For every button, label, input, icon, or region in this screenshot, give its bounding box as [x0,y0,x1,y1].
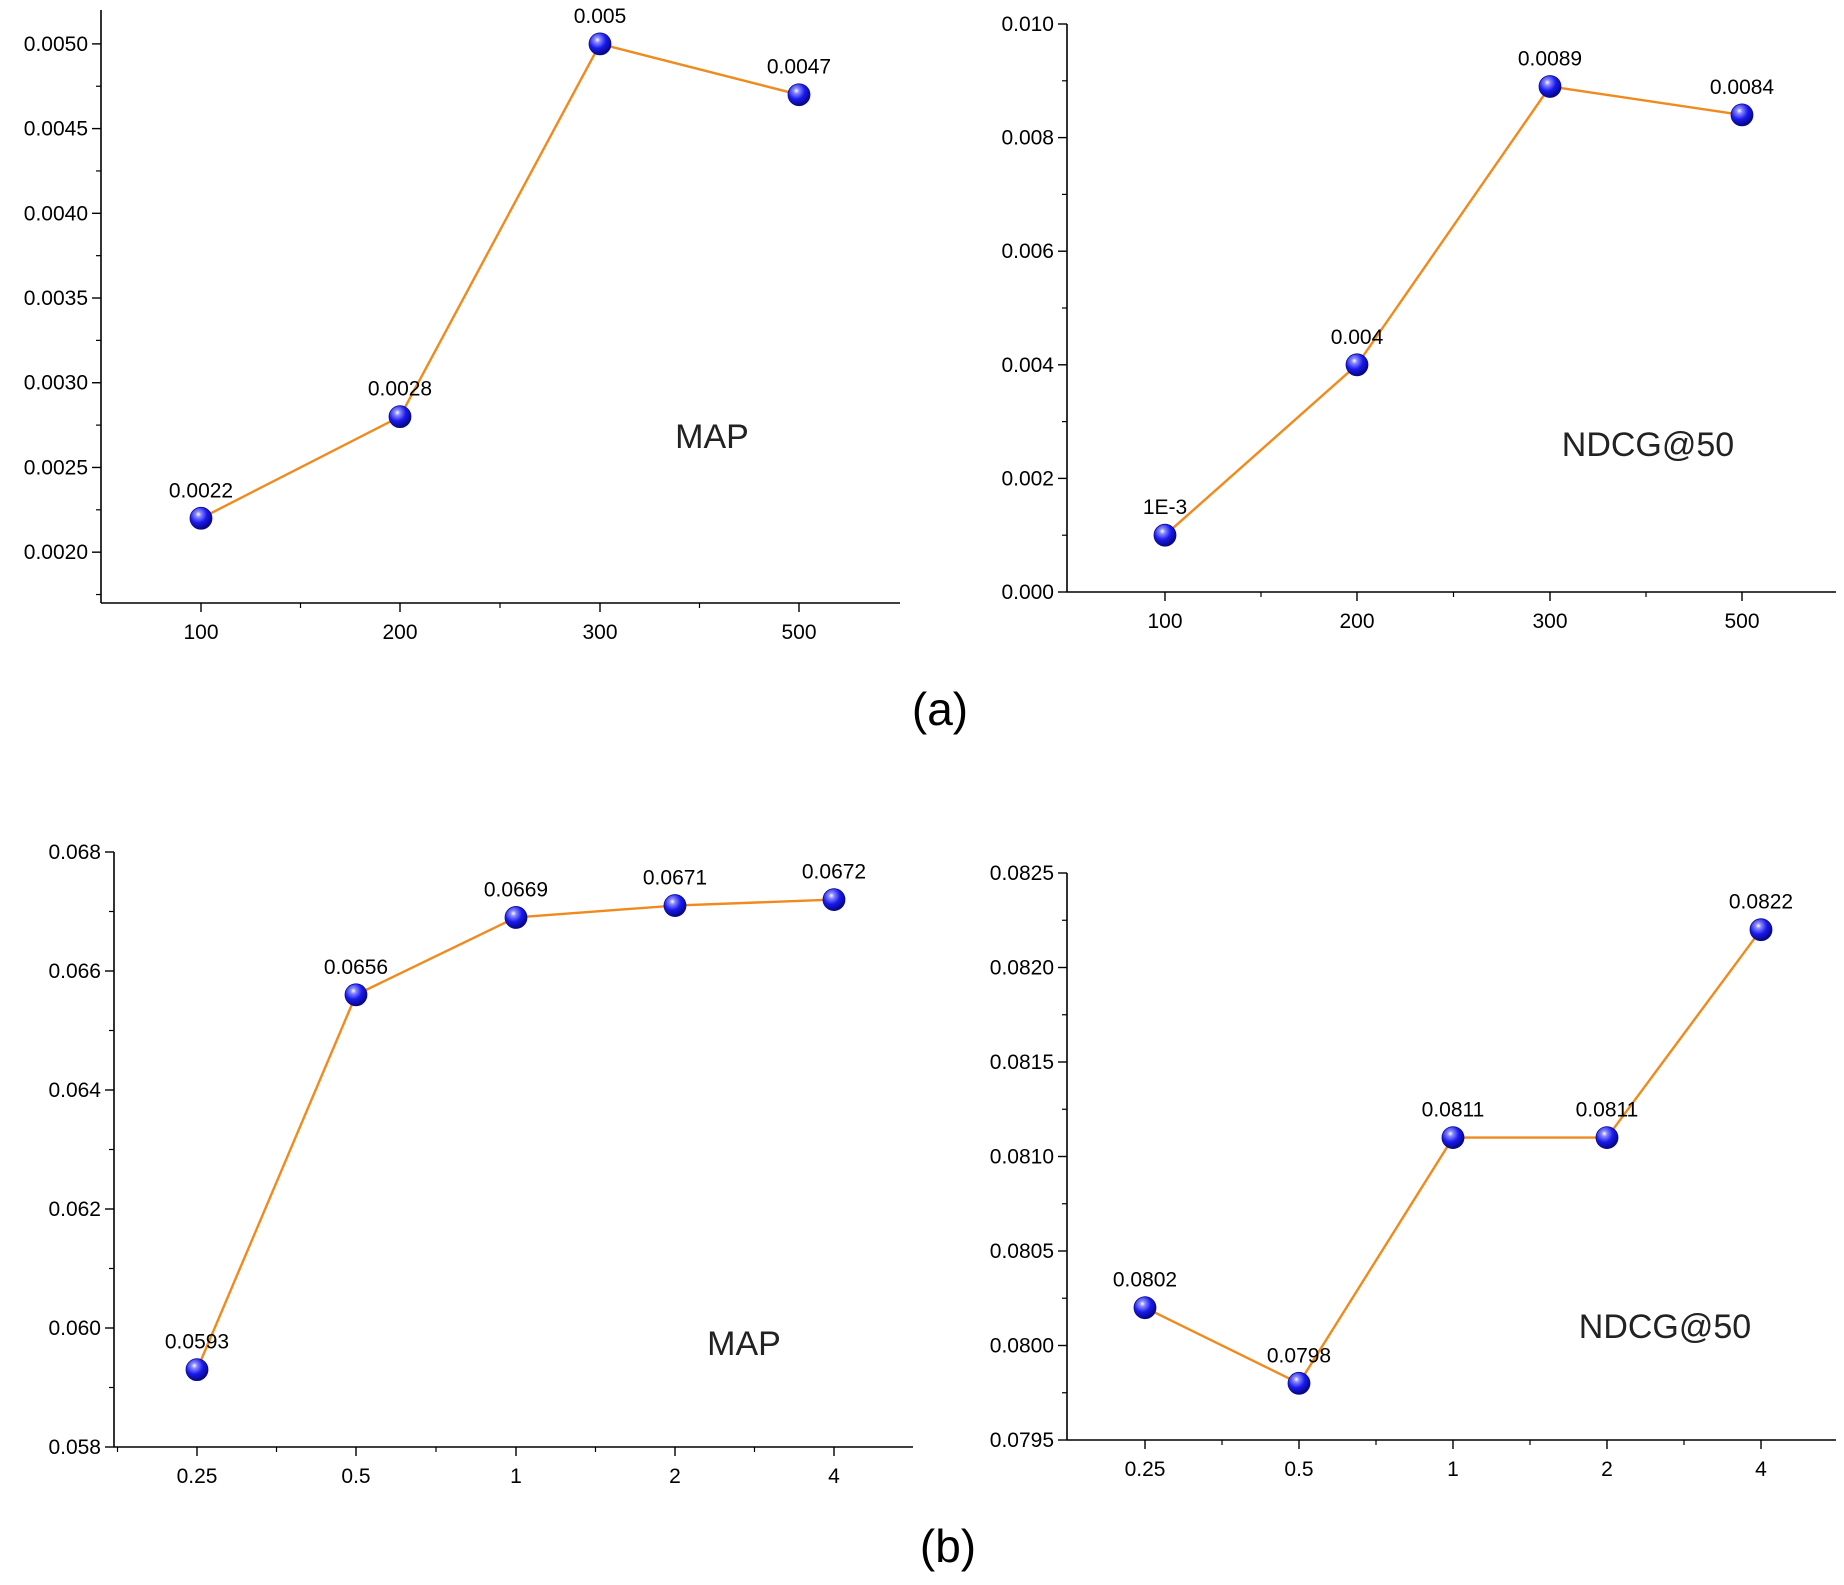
series-line [200,42,800,520]
data-label: 0.004 [1331,326,1384,349]
y-tick-label: 0.0025 [24,456,88,479]
chart-1: 0.0020 0.0025 0.0030 0.0035 0.0040 0.0045 0.00… [24,5,900,644]
metric-annotation: MAP [707,1325,781,1363]
y-tick-label: 0.064 [48,1079,101,1102]
y-tick-label: 0.060 [48,1317,101,1340]
y-tick-label: 0.0825 [990,862,1054,885]
y-tick-label: 0.068 [48,841,101,864]
chart-2: 0.000 0.002 0.004 0.006 0.008 0.010 100 200 300 5… [1001,13,1836,633]
y-tick-label: 0.0800 [990,1335,1054,1358]
y-tick-label: 0.0020 [24,541,88,564]
x-tick-label: 200 [382,621,417,644]
x-tick-label: 2 [1601,1458,1613,1481]
data-point [1595,1126,1619,1149]
panel-label-a: (a) [912,683,968,735]
chart-3: 0.058 0.060 0.062 0.064 0.066 0.068 0.25 0.5 1 2 4… [48,841,913,1488]
data-point [787,83,811,107]
y-tick-label: 0.002 [1001,467,1054,490]
data-point [189,506,213,530]
x-tick-label: 300 [1532,610,1567,633]
data-point [504,906,528,929]
data-label: 0.0089 [1518,47,1582,70]
series-line [1164,85,1743,537]
y-tick-label: 0.0035 [24,287,88,310]
x-tick-label: 1 [510,1465,522,1488]
data-label: 0.0593 [165,1331,229,1354]
y-tick-label: 0.0820 [990,957,1054,980]
data-point [185,1358,209,1382]
data-label: 0.0822 [1729,891,1793,914]
x-tick-label: 200 [1339,610,1374,633]
data-point [1287,1371,1311,1395]
data-point [388,405,412,429]
y-tick-label: 0.004 [1001,354,1054,377]
x-tick-label: 500 [1724,610,1759,633]
data-point [1345,353,1369,377]
x-tick-label: 0.5 [1284,1458,1313,1481]
data-point [1441,1126,1465,1149]
y-tick-label: 0.0040 [24,202,88,225]
y-tick-label: 0.0810 [990,1146,1054,1169]
data-label: 0.0671 [643,867,707,890]
y-tick-label: 0.066 [48,960,101,983]
data-label: 0.005 [574,5,627,28]
data-point [1153,523,1177,547]
data-point [1749,918,1773,942]
data-label: 1E-3 [1143,496,1187,519]
y-tick-label: 0.0030 [24,372,88,395]
y-tick-label: 0.010 [1001,13,1054,36]
series-line [195,898,835,1371]
data-label: 0.0084 [1710,76,1775,99]
x-tick-label: 4 [1755,1458,1767,1481]
y-tick-label: 0.0815 [990,1051,1054,1074]
data-label: 0.0669 [484,878,548,901]
x-tick-label: 1 [1447,1458,1459,1481]
y-tick-label: 0.0050 [24,33,88,56]
x-tick-label: 0.5 [341,1465,370,1488]
data-label: 0.0672 [802,861,866,884]
data-point [1538,75,1562,98]
data-point [1730,103,1754,127]
data-point [344,983,368,1007]
panel-label-b: (b) [920,1520,976,1572]
y-tick-label: 0.0805 [990,1240,1054,1263]
x-tick-label: 4 [828,1465,840,1488]
x-tick-label: 500 [781,621,816,644]
data-point [663,894,687,917]
y-tick-label: 0.062 [48,1198,101,1221]
y-tick-label: 0.008 [1001,127,1054,150]
data-point [1133,1296,1157,1320]
y-tick-label: 0.000 [1001,581,1054,604]
y-tick-label: 0.0045 [24,118,88,141]
metric-annotation: NDCG@50 [1562,426,1734,464]
data-label: 0.0047 [767,56,831,79]
x-tick-label: 100 [183,621,218,644]
data-label: 0.0811 [1422,1099,1485,1122]
data-label: 0.0022 [169,479,233,502]
metric-annotation: NDCG@50 [1579,1308,1751,1346]
data-point [822,888,846,911]
y-tick-label: 0.0795 [990,1429,1054,1452]
data-label: 0.0811 [1576,1099,1639,1122]
data-label: 0.0802 [1113,1269,1177,1292]
charts-layer: 0.0020 0.0025 0.0030 0.0035 0.0040 0.0045 0.00… [24,5,1836,1488]
y-tick-label: 0.058 [48,1436,101,1459]
x-tick-label: 0.25 [1125,1458,1166,1481]
x-tick-label: 100 [1147,610,1182,633]
data-point [588,32,612,56]
chart-4: 0.0795 0.0800 0.0805 0.0810 0.0815 0.0820 0.08… [990,862,1836,1481]
x-tick-label: 300 [582,621,617,644]
data-label: 0.0656 [324,956,388,979]
metric-annotation: MAP [675,418,749,456]
x-tick-label: 0.25 [177,1465,218,1488]
x-tick-label: 2 [669,1465,681,1488]
y-tick-label: 0.006 [1001,240,1054,263]
data-label: 0.0028 [368,378,432,401]
data-label: 0.0798 [1267,1344,1331,1367]
